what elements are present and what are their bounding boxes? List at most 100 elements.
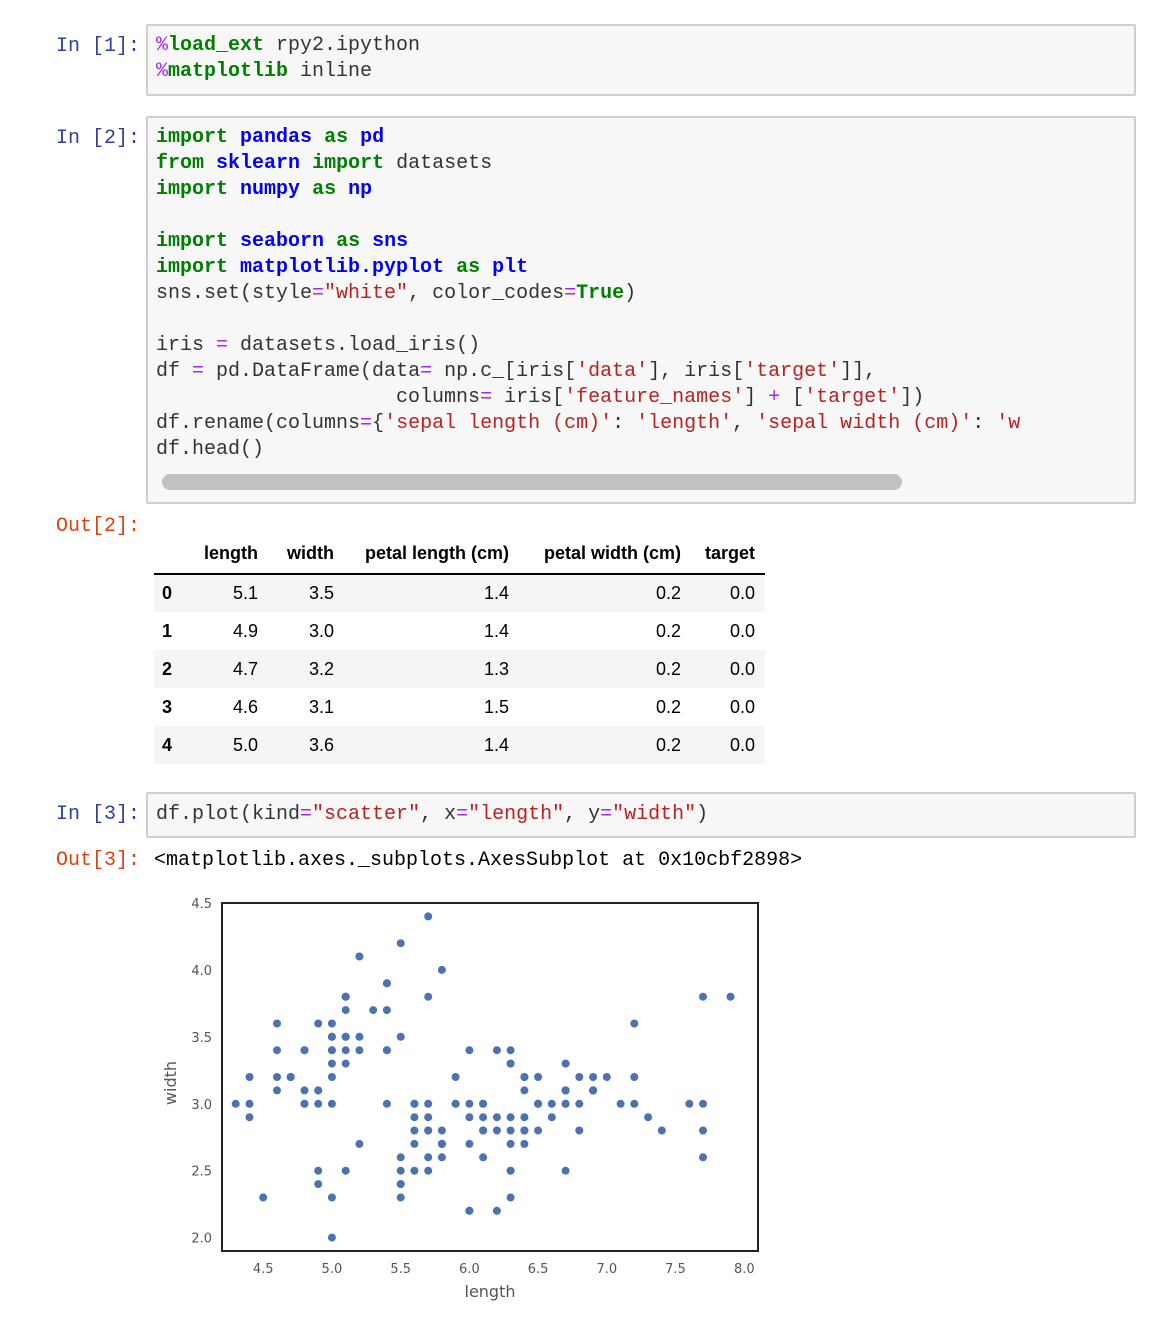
scatter-point [286,1073,295,1081]
table-row: 4 5.0 3.6 1.4 0.2 0.0 [154,726,765,764]
table-cell: 0.0 [729,696,755,717]
scatter-point [534,1073,543,1081]
scatter-point [327,1046,336,1055]
x-tick-label: 5.5 [390,1262,411,1277]
scatter-point [437,1126,446,1135]
table-cell: 5.1 [232,583,258,603]
scatter-point [314,1166,323,1175]
scatter-point [575,1073,584,1081]
scatter-point [479,1126,488,1135]
scatter-point [492,1126,501,1135]
scatter-point [575,1126,584,1135]
scatter-point [437,1139,446,1148]
code-cell-1[interactable]: %load_ext rpy2.ipython %matplotlib inline [146,24,1136,96]
y-tick-label: 4.5 [191,897,212,912]
scatter-point [245,1099,254,1108]
y-tick-label: 2.5 [191,1165,212,1180]
table-cell: 0.0 [729,583,755,603]
table-cell: 3.0 [308,620,334,641]
column-header: target [691,534,765,575]
scatter-point [424,1099,433,1108]
scatter-point [479,1113,488,1122]
scatter-point [451,1099,460,1108]
scatter-point [465,1139,474,1148]
output-repr-text: <matplotlib.axes._subplots.AxesSubplot a… [154,849,803,872]
scatter-point [382,1006,391,1015]
scatter-point [465,1099,474,1108]
scatter-point [410,1126,419,1135]
scatter-point [355,1046,364,1055]
scatter-point [327,1059,336,1068]
scatter-point [520,1126,529,1135]
code-editor-3[interactable]: df.plot(kind="scatter", x="length", y="w… [156,803,709,826]
scrollbar-thumb[interactable] [162,474,902,490]
table-cell: 4.9 [232,620,258,641]
plot-frame [221,902,759,1252]
scatter-point [327,1019,336,1028]
scatter-point [410,1139,419,1148]
scatter-point [396,1153,405,1162]
column-header: petal width (cm) [519,534,691,575]
scatter-point [506,1193,515,1202]
scatter-point [300,1086,309,1095]
scatter-point [396,1166,405,1175]
code-cell-2[interactable]: import pandas as pd from sklearn import d… [146,116,1136,504]
horizontal-scrollbar[interactable] [156,474,1126,490]
scatter-point [273,1073,281,1081]
scatter-point [424,1166,433,1175]
table-row: 1 4.9 3.0 1.4 0.2 0.0 [154,612,765,650]
scatter-point [630,1099,639,1108]
y-tick-labels: 2.0 2.5 3.0 3.5 4.0 4.5 [191,897,212,1247]
row-index: 2 [162,658,173,679]
scatter-point [424,912,433,921]
table-cell: 1.4 [483,583,509,603]
table-row: 3 4.6 3.1 1.5 0.2 0.0 [154,688,765,726]
scatter-point [644,1113,653,1122]
table-cell: 0.2 [655,658,681,679]
scatter-point [355,1032,364,1041]
scatter-point [437,965,446,974]
table-header-row: length width petal length (cm) petal wid… [154,534,765,575]
x-tick-label: 8.0 [734,1262,755,1277]
scatter-point [465,1206,474,1215]
scatter-point [327,1073,336,1081]
code-editor-1[interactable]: %load_ext rpy2.ipython %matplotlib inline [156,34,421,83]
scatter-point [314,1180,323,1189]
scatter-point [300,1046,309,1055]
scatter-point [273,1086,281,1095]
scatter-point [699,1126,707,1135]
scatter-point [369,1006,378,1015]
scatter-point [506,1139,515,1148]
code-cell-3[interactable]: df.plot(kind="scatter", x="length", y="w… [146,792,1136,838]
scatter-point [327,1193,336,1202]
scatter-point [396,939,405,948]
scatter-point [685,1099,694,1108]
table-cell: 4.7 [232,658,258,679]
scatter-point [327,1032,336,1041]
scatter-point [630,1019,639,1028]
x-tick-label: 6.0 [459,1262,480,1277]
scatter-point [534,1099,543,1108]
table-cell: 0.0 [729,620,755,641]
x-tick-label: 7.0 [596,1262,617,1277]
table-row: 2 4.7 3.2 1.3 0.2 0.0 [154,650,765,688]
scatter-points [231,912,735,1242]
scatter-point [602,1073,611,1081]
scatter-point [327,1099,336,1108]
table-cell: 4.6 [232,696,258,717]
y-tick-label: 3.5 [191,1031,212,1046]
scatter-point [396,1193,405,1202]
scatter-point [245,1113,254,1122]
code-editor-2[interactable]: import pandas as pd from sklearn import d… [156,126,1021,461]
scatter-point [479,1099,488,1108]
scatter-point [424,992,433,1001]
scatter-point [245,1073,254,1081]
table-cell: 0.0 [729,734,755,755]
x-tick-label: 4.5 [253,1262,274,1277]
table-row: 0 5.1 3.5 1.4 0.2 0.0 [154,574,765,612]
scatter-point [589,1086,598,1095]
scatter-point [479,1153,488,1162]
scatter-plot: 4.5 5.0 5.5 6.0 6.5 7.0 7.5 8.0 2.0 2.5 3.0 3.5 4.0… [161,897,759,1301]
table-cell: 0.2 [655,696,681,717]
table-cell: 0.2 [655,620,681,641]
